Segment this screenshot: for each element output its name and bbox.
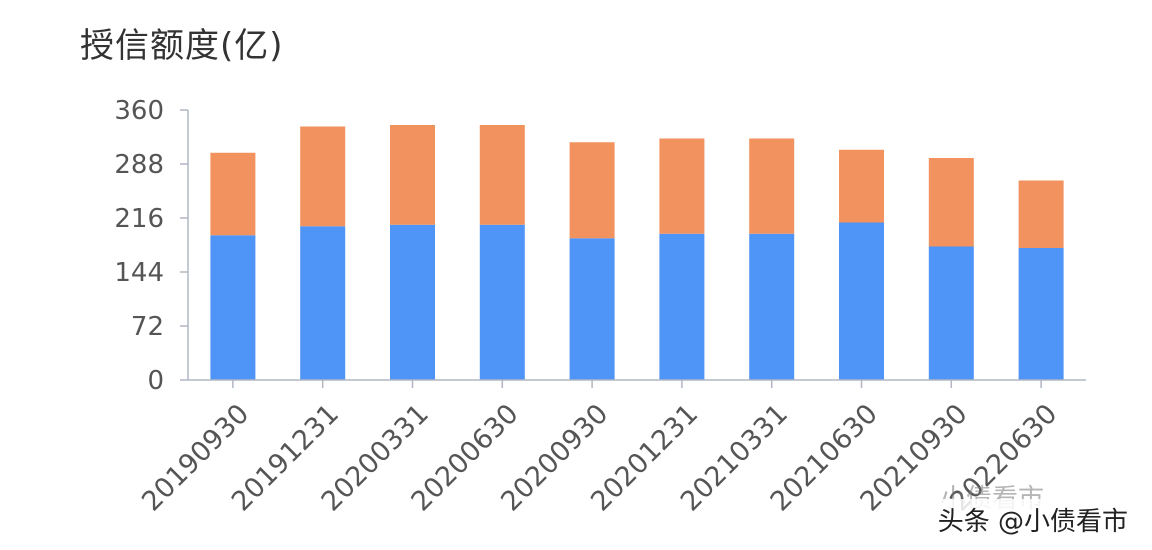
watermark: 头条 @小债看市 bbox=[931, 499, 1134, 540]
y-tick-label: 72 bbox=[131, 312, 164, 342]
bar-segment bbox=[300, 126, 346, 227]
y-tick-label: 216 bbox=[114, 204, 164, 234]
bar-segment bbox=[928, 158, 974, 247]
bar-group bbox=[210, 125, 1064, 380]
bar-segment bbox=[1018, 180, 1064, 248]
bar-segment bbox=[928, 246, 974, 380]
bar-segment bbox=[210, 152, 256, 236]
bar-segment bbox=[839, 222, 884, 380]
bar-segment bbox=[479, 125, 525, 225]
bar-segment bbox=[390, 125, 435, 225]
y-tick-label: 288 bbox=[114, 150, 164, 180]
y-axis: 0 72 144 216 288 360 bbox=[114, 96, 189, 396]
bar-segment bbox=[390, 224, 435, 380]
bar-segment bbox=[569, 238, 615, 380]
bar-segment bbox=[659, 138, 705, 234]
bar-segment bbox=[749, 138, 795, 234]
bar-segment bbox=[659, 233, 705, 380]
bar-segment bbox=[839, 149, 884, 223]
bar-segment bbox=[749, 233, 795, 380]
bar-segment bbox=[210, 235, 256, 380]
bar-segment bbox=[300, 226, 346, 380]
bar-segment bbox=[1018, 248, 1064, 380]
chart-title: 授信额度(亿) bbox=[80, 26, 284, 66]
y-tick-label: 144 bbox=[114, 258, 164, 288]
bar-segment bbox=[479, 224, 525, 380]
y-tick-label: 360 bbox=[114, 96, 164, 126]
y-tick-label: 0 bbox=[147, 366, 164, 396]
bar-segment bbox=[569, 142, 615, 239]
